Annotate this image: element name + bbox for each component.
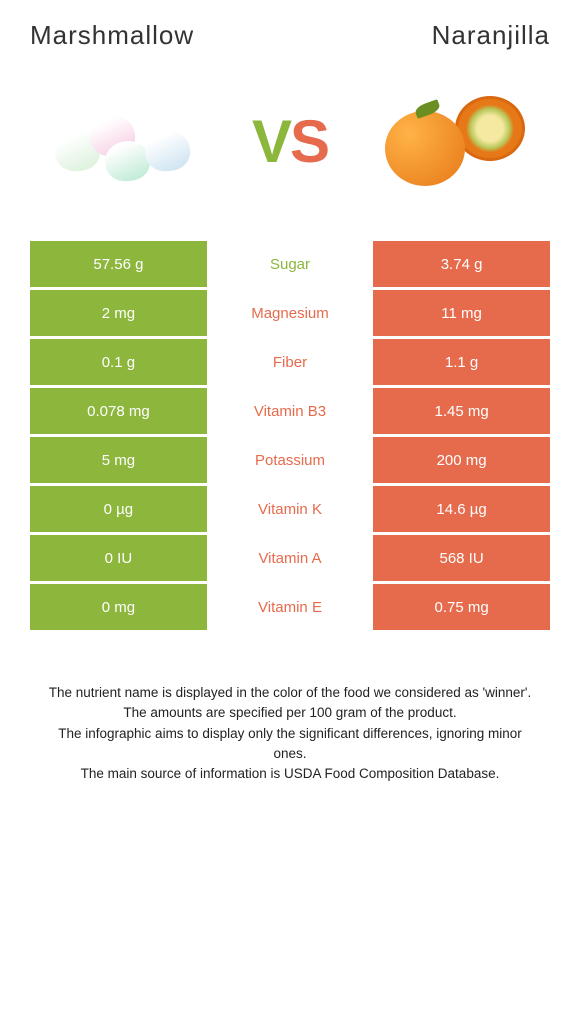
table-row: 5 mgPotassium200 mg [30,437,550,486]
footer-line: The nutrient name is displayed in the co… [40,683,540,703]
table-row: 0 mgVitamin E0.75 mg [30,584,550,633]
nutrient-table: 57.56 gSugar3.74 g2 mgMagnesium11 mg0.1 … [30,241,550,633]
left-value: 0 µg [30,486,207,532]
right-value: 14.6 µg [373,486,550,532]
nutrient-label: Vitamin A [207,535,373,581]
table-row: 0.078 mgVitamin B31.45 mg [30,388,550,437]
right-value: 1.45 mg [373,388,550,434]
nutrient-label: Vitamin K [207,486,373,532]
left-value: 0.1 g [30,339,207,385]
images-row: VS [30,81,550,201]
footer-line: The infographic aims to display only the… [40,724,540,765]
left-value: 5 mg [30,437,207,483]
left-value: 0 IU [30,535,207,581]
naranjilla-image [380,81,530,201]
right-value: 1.1 g [373,339,550,385]
vs-v: V [252,108,290,175]
table-row: 2 mgMagnesium11 mg [30,290,550,339]
footer-line: The main source of information is USDA F… [40,764,540,784]
nutrient-label: Vitamin E [207,584,373,630]
footer-notes: The nutrient name is displayed in the co… [30,683,550,784]
left-title: Marshmallow [30,20,194,51]
table-row: 0 µgVitamin K14.6 µg [30,486,550,535]
right-value: 200 mg [373,437,550,483]
right-value: 568 IU [373,535,550,581]
table-row: 0 IUVitamin A568 IU [30,535,550,584]
right-value: 0.75 mg [373,584,550,630]
titles-row: Marshmallow Naranjilla [30,20,550,51]
left-value: 57.56 g [30,241,207,287]
vs-label: VS [252,107,328,176]
left-value: 2 mg [30,290,207,336]
nutrient-label: Potassium [207,437,373,483]
footer-line: The amounts are specified per 100 gram o… [40,703,540,723]
vs-s: S [290,108,328,175]
right-value: 11 mg [373,290,550,336]
marshmallow-image [50,81,200,201]
left-value: 0.078 mg [30,388,207,434]
table-row: 0.1 gFiber1.1 g [30,339,550,388]
nutrient-label: Magnesium [207,290,373,336]
left-value: 0 mg [30,584,207,630]
right-value: 3.74 g [373,241,550,287]
right-title: Naranjilla [432,20,550,51]
nutrient-label: Vitamin B3 [207,388,373,434]
nutrient-label: Sugar [207,241,373,287]
nutrient-label: Fiber [207,339,373,385]
table-row: 57.56 gSugar3.74 g [30,241,550,290]
